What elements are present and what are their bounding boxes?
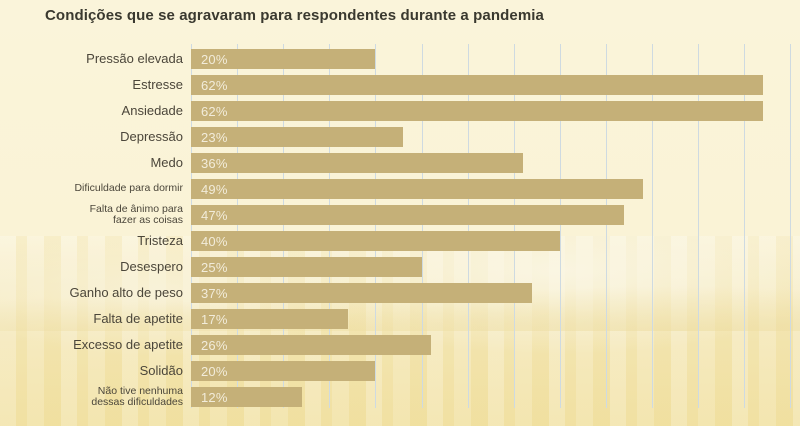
gridline (559, 44, 561, 408)
value-label: 17% (201, 311, 228, 327)
bar-row: Desespero 25% (0, 257, 800, 277)
bar: 40% (191, 231, 560, 251)
gridline (790, 44, 792, 408)
category-label: Pressão elevada (86, 51, 183, 67)
category-label: Dificuldade para dormir (74, 182, 183, 195)
bar-track: 40% (191, 231, 560, 251)
bar-row: Tristeza 40% (0, 231, 800, 251)
bar-row: Ansiedade 62% (0, 101, 800, 121)
bar: 49% (191, 179, 643, 199)
value-label: 47% (201, 207, 228, 223)
bar-row: Pressão elevada 20% (0, 49, 800, 69)
value-label: 20% (201, 363, 228, 379)
bar-track: 26% (191, 335, 431, 355)
value-label: 62% (201, 103, 228, 119)
bar-track: 23% (191, 127, 403, 147)
category-label: Ganho alto de peso (69, 285, 183, 301)
bar-track: 62% (191, 75, 763, 95)
bar: 62% (191, 101, 763, 121)
gridline (652, 44, 653, 408)
category-label: Ansiedade (121, 103, 183, 119)
gridline (237, 44, 239, 408)
category-label: Depressão (120, 129, 183, 145)
category-label: Falta de apetite (93, 311, 183, 327)
bar: 12% (191, 387, 302, 407)
bar-track: 49% (191, 179, 643, 199)
bar: 36% (191, 153, 523, 173)
value-label: 49% (201, 181, 228, 197)
category-label: Desespero (120, 259, 183, 275)
value-label: 12% (201, 389, 228, 405)
value-label: 20% (201, 51, 228, 67)
bar-row: Medo 36% (0, 153, 800, 173)
category-label: Não tive nenhuma dessas dificuldades (91, 384, 183, 408)
bar-row: Falta de apetite 17% (0, 309, 800, 329)
gridline (283, 44, 285, 408)
bar: 37% (191, 283, 532, 303)
bar-row: Falta de ânimo para fazer as coisas 47% (0, 202, 800, 226)
gridline (605, 44, 607, 408)
bar: 23% (191, 127, 403, 147)
bar-track: 25% (191, 257, 422, 277)
value-label: 40% (201, 233, 228, 249)
gridline (421, 44, 423, 408)
bar: 26% (191, 335, 431, 355)
value-label: 37% (201, 285, 228, 301)
bar-track: 37% (191, 283, 532, 303)
bar-row: Depressão 23% (0, 127, 800, 147)
category-label: Excesso de apetite (73, 337, 183, 353)
value-label: 62% (201, 77, 228, 93)
bar-track: 17% (191, 309, 348, 329)
bar-row: Não tive nenhuma dessas dificuldades 12% (0, 384, 800, 408)
bar-row: Solidão 20% (0, 361, 800, 381)
category-label: Falta de ânimo para fazer as coisas (89, 202, 183, 226)
bar: 20% (191, 361, 375, 381)
gridline (375, 44, 377, 408)
bar: 17% (191, 309, 348, 329)
value-label: 25% (201, 259, 228, 275)
bar: 25% (191, 257, 422, 277)
gridline (513, 44, 515, 408)
bar: 20% (191, 49, 375, 69)
value-label: 26% (201, 337, 228, 353)
gridline (698, 44, 700, 408)
bar-row: Excesso de apetite 26% (0, 335, 800, 355)
bar-row: Estresse 62% (0, 75, 800, 95)
category-label: Solidão (139, 363, 183, 379)
bar-track: 20% (191, 361, 375, 381)
bar-track: 36% (191, 153, 523, 173)
gridline (329, 44, 331, 408)
bar-row: Ganho alto de peso 37% (0, 283, 800, 303)
gridline (191, 44, 192, 408)
category-label: Estresse (132, 77, 183, 93)
chart-title: Condições que se agravaram para responde… (45, 7, 544, 24)
value-label: 36% (201, 155, 228, 171)
bar-row: Dificuldade para dormir 49% (0, 179, 800, 199)
bar-track: 47% (191, 205, 624, 225)
category-label: Medo (150, 155, 183, 171)
gridline (467, 44, 469, 408)
bar: 62% (191, 75, 763, 95)
bar: 47% (191, 205, 624, 225)
value-label: 23% (201, 129, 228, 145)
bar-track: 20% (191, 49, 375, 69)
category-label: Tristeza (137, 233, 183, 249)
bar-track: 62% (191, 101, 763, 121)
bar-track: 12% (191, 387, 302, 407)
gridline (744, 44, 746, 408)
